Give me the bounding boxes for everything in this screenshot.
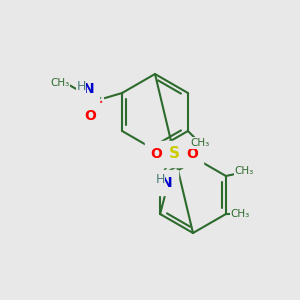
Text: N: N	[161, 176, 173, 190]
Text: CH₃: CH₃	[230, 209, 250, 219]
Text: S: S	[169, 146, 179, 161]
Text: H: H	[76, 80, 86, 92]
Text: O: O	[84, 109, 96, 123]
Text: N: N	[161, 176, 173, 190]
Text: N: N	[82, 82, 94, 96]
Text: CH₃: CH₃	[50, 78, 70, 88]
Text: H: H	[78, 80, 88, 94]
Text: S: S	[169, 146, 179, 161]
Text: O: O	[186, 146, 198, 161]
Text: O: O	[84, 109, 96, 123]
Text: O: O	[186, 146, 198, 161]
Text: O: O	[150, 146, 162, 161]
Text: CH₃: CH₃	[234, 166, 254, 176]
Text: CH₃: CH₃	[190, 138, 209, 148]
Text: H: H	[155, 173, 165, 186]
Text: N: N	[82, 82, 94, 96]
Text: O: O	[150, 146, 162, 161]
Text: H: H	[158, 174, 168, 187]
